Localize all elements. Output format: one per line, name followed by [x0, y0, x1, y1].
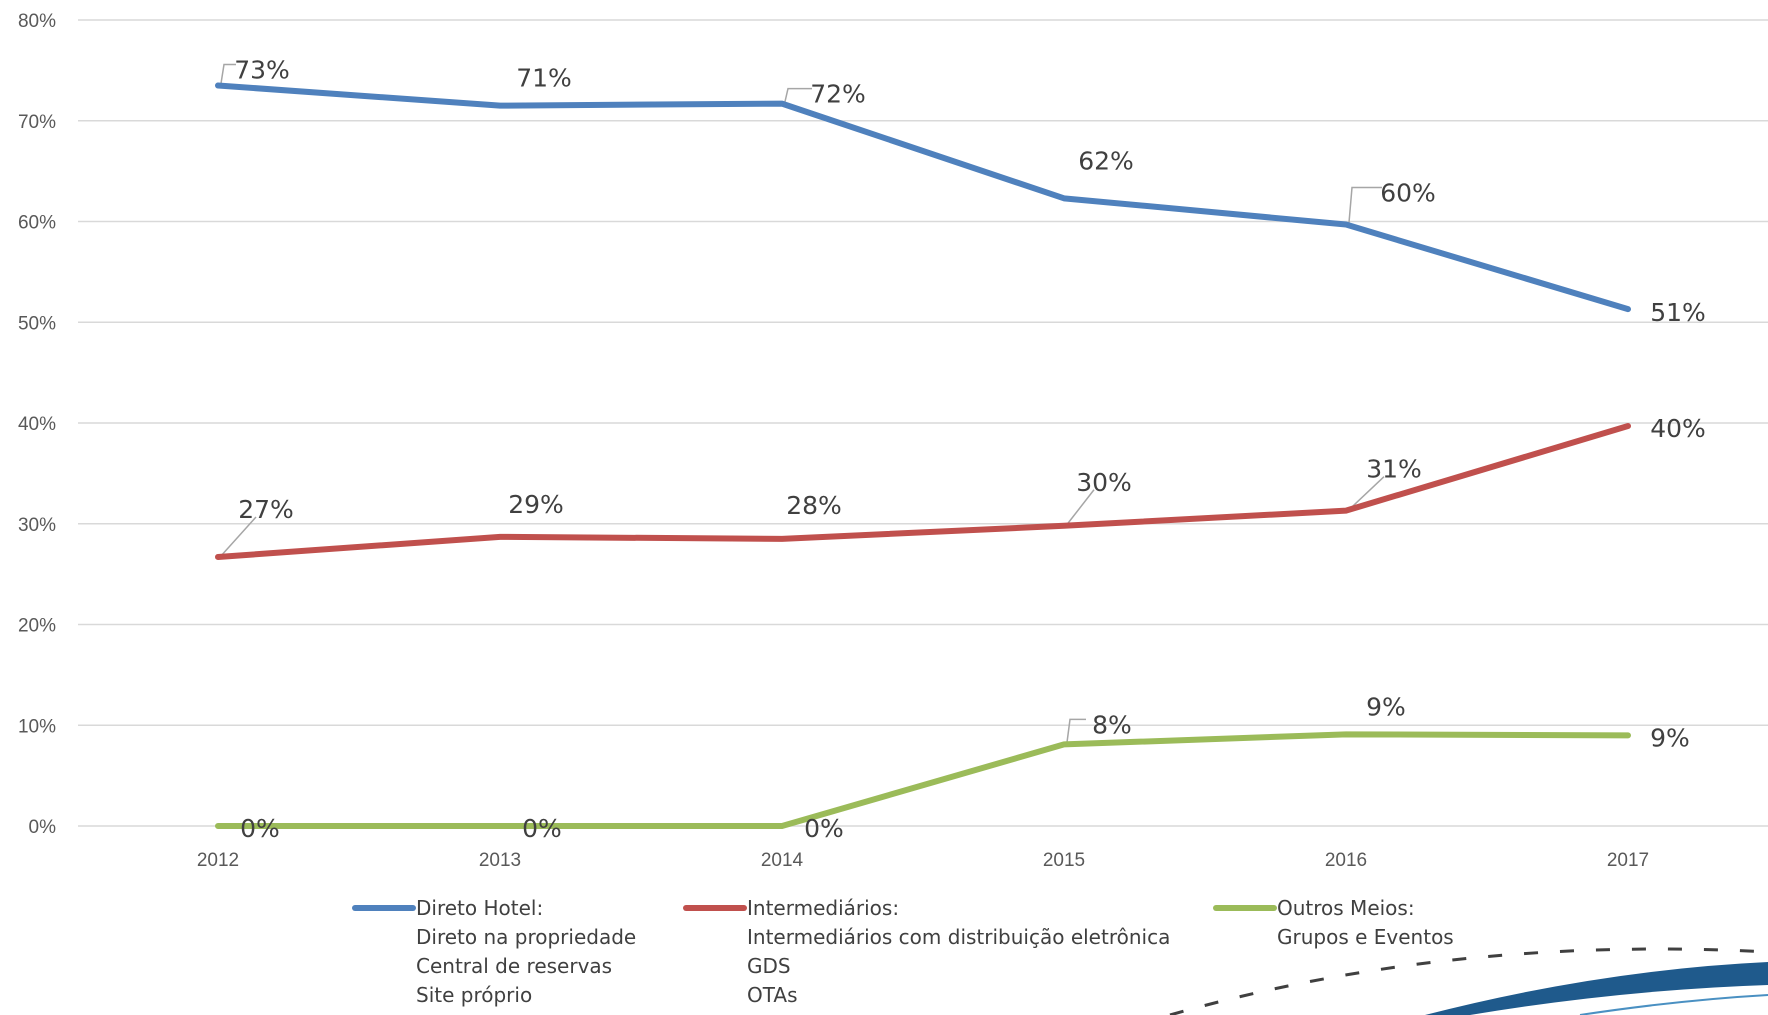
data-label: 73% [234, 55, 290, 84]
data-point [780, 536, 784, 541]
label-leader-lines [219, 63, 1385, 743]
y-tick-label: 20% [18, 616, 56, 637]
data-label: 28% [786, 491, 842, 520]
data-point [780, 824, 784, 828]
data-point [780, 101, 784, 106]
decorative-arc-dashed [1169, 947, 1768, 1015]
data-point [498, 103, 502, 108]
series-line-3 [215, 731, 1631, 829]
leader-line [1065, 489, 1095, 527]
decorative-arc-dark [1425, 962, 1768, 1015]
data-point [216, 554, 220, 559]
data-point [1062, 196, 1066, 201]
legend-label: Grupos e Eventos [1277, 925, 1454, 949]
leader-line [784, 87, 812, 102]
legend-label: GDS [747, 954, 791, 978]
legend-label: Central de reservas [416, 954, 612, 978]
y-tick-label: 50% [18, 313, 56, 334]
legend-label: Direto Hotel: [416, 896, 543, 920]
data-label: 31% [1366, 455, 1422, 484]
series-lines [215, 82, 1631, 829]
data-point [1626, 424, 1630, 429]
chart-gridlines [78, 19, 1768, 827]
data-point [1626, 733, 1630, 738]
data-label: 60% [1380, 179, 1436, 208]
data-point [1062, 523, 1066, 528]
data-label: 51% [1650, 298, 1706, 327]
data-label: 29% [508, 490, 564, 519]
legend-label: Outros Meios: [1277, 896, 1415, 920]
x-tick-label: 2012 [197, 850, 239, 871]
data-point [1062, 742, 1066, 747]
data-label: 0% [240, 814, 280, 843]
legend-label: Intermediários: [747, 896, 899, 920]
data-point [1344, 732, 1348, 737]
data-label: 9% [1650, 723, 1690, 752]
legend-label: OTAs [747, 983, 798, 1007]
leader-line [1347, 476, 1385, 512]
data-labels: 73% 71% 72% 62% 60% 51% 27% 29% 28% 30% 31% 40% 0% 0%… [234, 55, 1706, 843]
data-label: 71% [516, 64, 572, 93]
y-axis: 0% 10% 20% 30% 40% 50% 60% 70% 80% [18, 11, 56, 838]
data-point [1626, 307, 1630, 312]
legend-label: Site próprio [416, 983, 532, 1007]
data-label: 8% [1092, 710, 1132, 739]
decorative-arc-light [1579, 994, 1768, 1015]
leader-line [1348, 186, 1382, 223]
y-tick-label: 40% [18, 414, 56, 435]
decorative-arc-graphic [1169, 947, 1768, 1015]
leader-line [220, 63, 236, 84]
y-tick-label: 10% [18, 716, 56, 737]
data-label: 27% [238, 495, 294, 524]
data-point [498, 534, 502, 539]
data-point [1344, 222, 1348, 227]
x-tick-label: 2013 [479, 850, 521, 871]
data-label: 0% [804, 814, 844, 843]
data-label: 30% [1076, 468, 1132, 497]
data-point [216, 83, 220, 88]
data-label: 40% [1650, 414, 1706, 443]
legend-label: Direto na propriedade [416, 925, 636, 949]
leader-line [1066, 718, 1086, 743]
y-tick-label: 80% [18, 11, 56, 32]
y-tick-label: 0% [29, 817, 57, 838]
series-line-2 [215, 423, 1631, 560]
data-label: 72% [810, 80, 866, 109]
data-point [216, 824, 220, 828]
x-tick-label: 2014 [761, 850, 804, 871]
legend: Direto Hotel: Direto na propriedade Centra… [352, 896, 1454, 1007]
x-axis: 2012 2013 2014 2015 2016 2017 [197, 850, 1649, 871]
data-label: 62% [1078, 146, 1134, 175]
leader-line [219, 516, 257, 558]
data-point [1344, 508, 1348, 513]
series-line-1 [215, 82, 1631, 313]
x-tick-label: 2017 [1607, 850, 1649, 871]
legend-label: Intermediários com distribuição eletrôni… [747, 925, 1170, 949]
y-tick-label: 70% [18, 112, 56, 133]
y-tick-label: 30% [18, 515, 56, 536]
x-tick-label: 2015 [1043, 850, 1085, 871]
data-label: 0% [522, 814, 562, 843]
y-tick-label: 60% [18, 213, 56, 234]
data-point [498, 824, 502, 828]
data-label: 9% [1366, 692, 1406, 721]
x-tick-label: 2016 [1325, 850, 1367, 871]
